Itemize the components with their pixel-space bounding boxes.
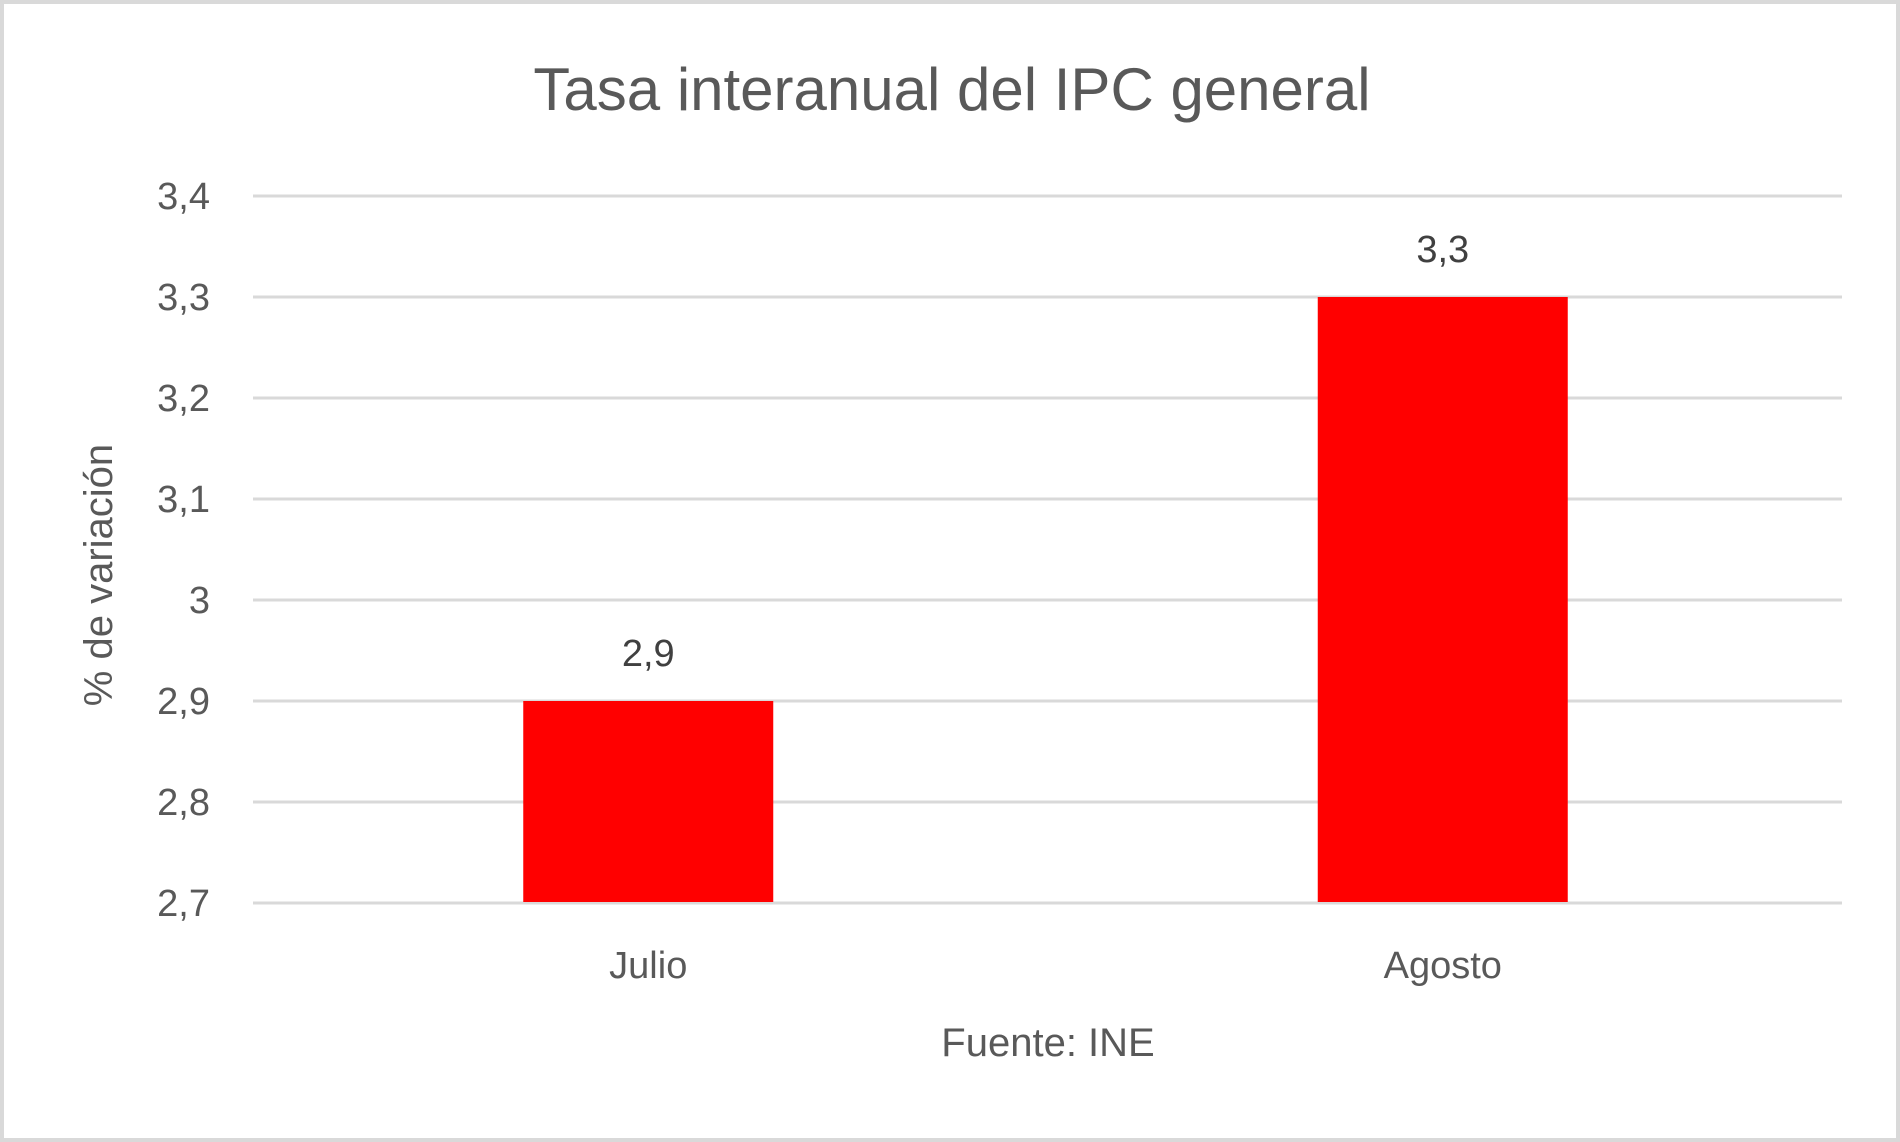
y-tick-label: 3,3 [157, 277, 210, 319]
x-axis-categories: Julio Agosto [609, 945, 1502, 987]
x-axis-label: Fuente: INE [941, 1021, 1154, 1065]
x-category-label: Julio [609, 945, 687, 987]
y-axis-ticks: 2,7 2,8 2,9 3 3,1 3,2 3,3 3,4 [157, 176, 210, 925]
data-label: 2,9 [622, 633, 675, 675]
y-tick-label: 3,2 [157, 378, 210, 420]
bar-julio [523, 701, 774, 902]
gridlines [253, 194, 1842, 905]
x-category-label: Agosto [1384, 945, 1502, 987]
y-tick-label: 2,8 [157, 782, 210, 824]
bar-agosto [1317, 297, 1568, 902]
bars [523, 297, 1568, 902]
data-label: 3,3 [1416, 229, 1469, 271]
chart-title: Tasa interanual del IPC general [533, 56, 1370, 123]
y-axis-label: % de variación [77, 444, 121, 706]
y-tick-label: 3 [189, 580, 210, 622]
y-tick-label: 3,1 [157, 479, 210, 521]
y-tick-label: 2,9 [157, 681, 210, 723]
data-labels: 2,9 3,3 [622, 229, 1469, 675]
y-tick-label: 3,4 [157, 176, 210, 218]
y-tick-label: 2,7 [157, 883, 210, 925]
